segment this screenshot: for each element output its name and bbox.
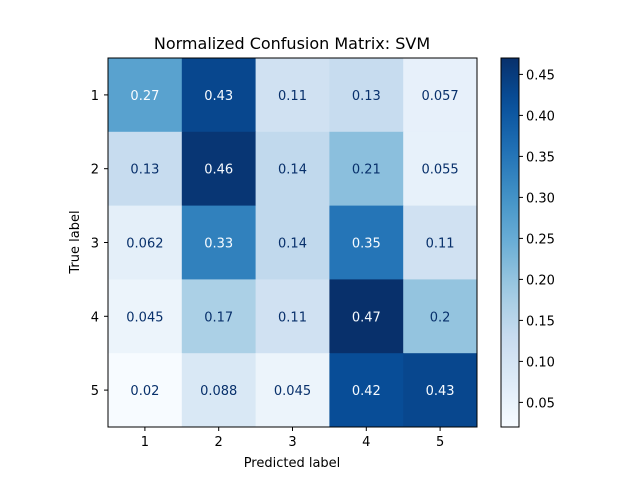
colorbar-tick-label: 0.20 (526, 273, 555, 288)
heatmap-cell (403, 279, 478, 354)
cell-value-label: 0.14 (278, 163, 307, 178)
heatmap-cell (403, 205, 478, 280)
cell-value-label: 0.14 (278, 237, 307, 252)
cell-value-label: 0.46 (204, 163, 233, 178)
cell-value-label: 0.13 (352, 89, 381, 104)
heatmap-cell (329, 205, 404, 280)
heatmap-cell (108, 58, 183, 133)
colorbar-ticks: 0.05 0.10 0.15 0.20 0.25 0.30 0.35 0.40 0.45 (519, 68, 555, 411)
colorbar-tick-label: 0.15 (526, 314, 555, 329)
heatmap-cell (329, 58, 404, 133)
heatmap-cell (255, 279, 330, 354)
y-tick-label: 5 (91, 384, 99, 399)
x-axis-ticks: 1 2 3 4 5 (141, 427, 444, 450)
colorbar-tick-label: 0.30 (526, 191, 555, 206)
heatmap-cell (403, 353, 478, 428)
cell-value-label: 0.045 (274, 384, 311, 399)
colorbar-tick-label: 0.10 (526, 355, 555, 370)
cell-value-label: 0.43 (204, 89, 233, 104)
chart-title: Normalized Confusion Matrix: SVM (154, 34, 430, 53)
colorbar-tick-label: 0.25 (526, 232, 555, 247)
cell-value-label: 0.17 (204, 310, 233, 325)
heatmap-cell (181, 279, 257, 354)
cell-value-label: 0.045 (126, 310, 163, 325)
colorbar-frame (500, 57, 520, 428)
x-tick-label: 3 (288, 435, 296, 450)
heatmap-cell (181, 58, 257, 133)
cell-value-label: 0.11 (278, 310, 307, 325)
heatmap-cell (255, 131, 330, 207)
cell-value-label: 0.47 (352, 310, 381, 325)
y-axis-ticks: 1 2 3 4 5 (91, 89, 108, 399)
heatmap-cell (403, 131, 478, 207)
cell-value-label: 0.43 (426, 384, 455, 399)
cell-value-label: 0.02 (130, 384, 159, 399)
cell-value-label: 0.27 (130, 89, 159, 104)
x-tick-label: 5 (436, 435, 444, 450)
y-tick-label: 3 (91, 237, 99, 252)
heatmap-cell (108, 131, 183, 207)
heatmap-cell (181, 205, 257, 280)
heatmap-cell (329, 353, 404, 428)
x-axis-label: Predicted label (244, 456, 341, 471)
heatmap-cell (255, 58, 330, 133)
x-tick-label: 4 (362, 435, 370, 450)
y-tick-label: 1 (91, 89, 99, 104)
heatmap-cell (403, 58, 478, 133)
y-tick-label: 4 (91, 310, 99, 325)
cell-value-label: 0.2 (430, 310, 451, 325)
heatmap-cell (329, 279, 404, 354)
cell-value-label: 0.13 (130, 163, 159, 178)
heatmap-cell (108, 279, 183, 354)
cell-value-label: 0.42 (352, 384, 381, 399)
cell-value-label: 0.057 (421, 89, 458, 104)
colorbar-tick-label: 0.05 (526, 396, 555, 411)
heatmap-cell (181, 353, 257, 428)
heatmap-cell (108, 353, 183, 428)
heatmap-cell (181, 131, 257, 207)
cell-value-label: 0.35 (352, 237, 381, 252)
cell-value-label: 0.21 (352, 163, 381, 178)
colorbar-tick-label: 0.40 (526, 109, 555, 124)
cell-value-label: 0.11 (426, 237, 455, 252)
cell-value-label: 0.11 (278, 89, 307, 104)
cell-value-label: 0.088 (200, 384, 237, 399)
x-tick-label: 2 (215, 435, 223, 450)
cell-value-label: 0.33 (204, 237, 233, 252)
x-tick-label: 1 (141, 435, 149, 450)
colorbar-tick-label: 0.35 (526, 150, 555, 165)
cell-value-label: 0.062 (126, 237, 163, 252)
heatmap-cell (108, 205, 183, 280)
heatmap-cell (329, 131, 404, 207)
heatmap-cell (255, 353, 330, 428)
colorbar-tick-label: 0.45 (526, 68, 555, 83)
heatmap-cells: 0.27 0.43 0.11 0.13 0.057 0.13 0.46 0.14 0.21 0.0… (108, 58, 478, 428)
cell-value-label: 0.055 (421, 163, 458, 178)
heatmap-cell (255, 205, 330, 280)
y-axis-label: True label (68, 210, 83, 274)
y-tick-label: 2 (91, 163, 99, 178)
colorbar (501, 58, 519, 427)
